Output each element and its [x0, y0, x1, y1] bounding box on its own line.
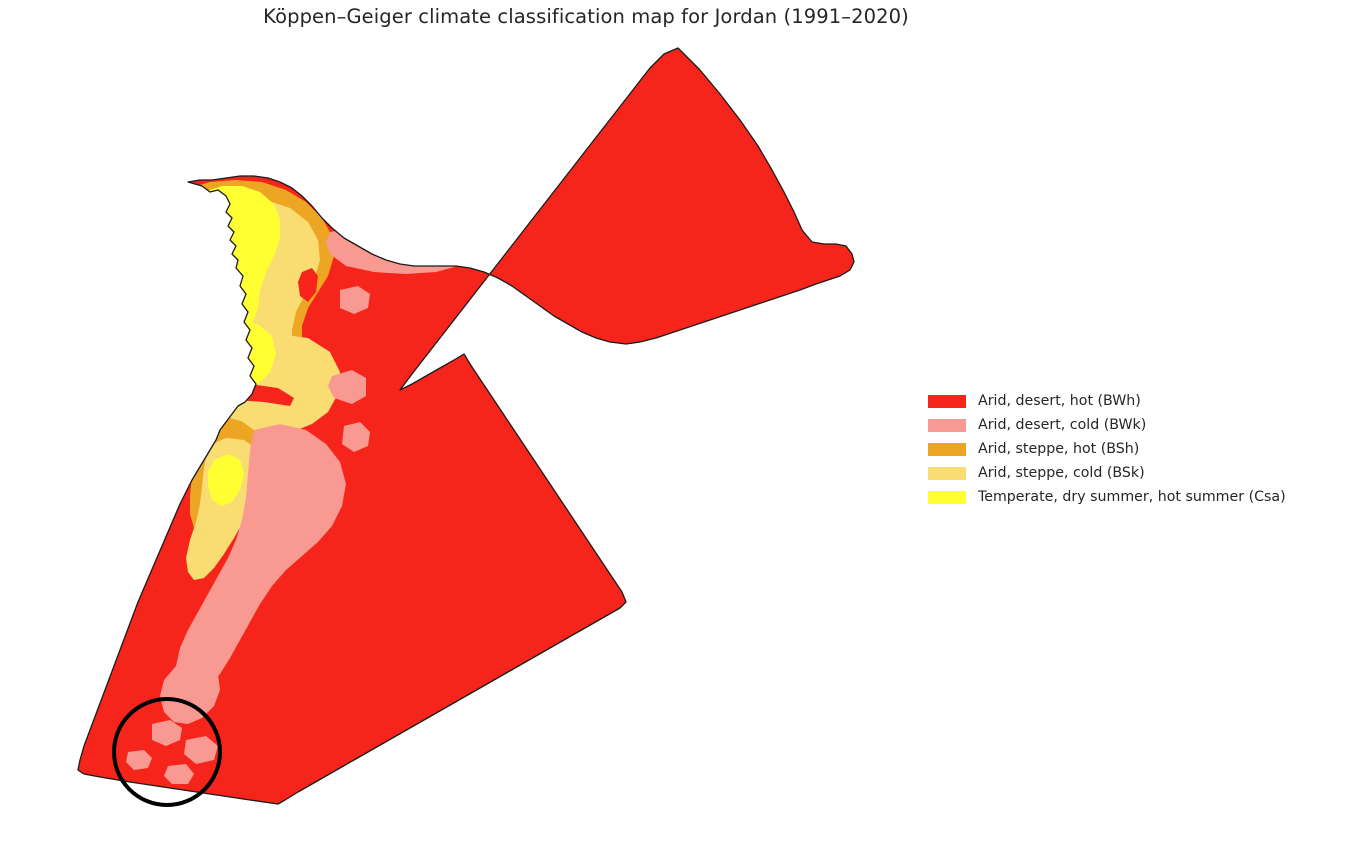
legend-label-bwh: Arid, desert, hot (BWh)	[978, 393, 1141, 409]
zone-bwk-speckle-g	[164, 764, 194, 784]
jordan-climate-map	[77, 47, 855, 807]
legend-item-bwk: Arid, desert, cold (BWk)	[928, 413, 1348, 437]
zone-bwh-vein-c	[298, 268, 318, 302]
legend-item-csa: Temperate, dry summer, hot summer (Csa)	[928, 485, 1348, 509]
zone-bsk-rift	[186, 438, 264, 580]
map-zone-fills	[78, 48, 854, 804]
zone-bwk-speckle-b	[328, 370, 366, 404]
zone-bwk-speckle-e	[184, 736, 218, 764]
legend-swatch-bwk	[928, 418, 966, 432]
legend-label-bsh: Arid, steppe, hot (BSh)	[978, 441, 1140, 457]
zone-bwk-speckle-d	[152, 720, 182, 746]
zone-csa-south	[208, 454, 244, 506]
legend-label-bsk: Arid, steppe, cold (BSk)	[978, 465, 1145, 481]
zone-bwk-speckle-a	[340, 286, 370, 314]
zone-bwh-vein-a	[188, 276, 206, 392]
map-plot-area	[40, 40, 920, 840]
legend-swatch-csa	[928, 490, 966, 504]
highlight-circle	[112, 697, 222, 807]
legend-item-bwh: Arid, desert, hot (BWh)	[928, 389, 1348, 413]
country-border-outline	[77, 47, 855, 805]
zone-bwh-vein-d	[182, 422, 210, 446]
zone-bwk-south-tail	[160, 658, 220, 724]
legend-item-bsh: Arid, steppe, hot (BSh)	[928, 437, 1348, 461]
legend-swatch-bsh	[928, 442, 966, 456]
zone-bwk-rift	[176, 424, 346, 692]
legend-label-csa: Temperate, dry summer, hot summer (Csa)	[978, 489, 1286, 505]
zone-bwk-speckle-c	[342, 422, 370, 452]
zone-bwk-speckle-f	[126, 750, 152, 770]
legend-item-bsk: Arid, steppe, cold (BSk)	[928, 461, 1348, 485]
page-title: Köppen–Geiger climate classification map…	[263, 5, 909, 28]
legend: Arid, desert, hot (BWh) Arid, desert, co…	[928, 389, 1348, 509]
legend-swatch-bsk	[928, 466, 966, 480]
legend-swatch-bwh	[928, 394, 966, 408]
legend-label-bwk: Arid, desert, cold (BWk)	[978, 417, 1147, 433]
